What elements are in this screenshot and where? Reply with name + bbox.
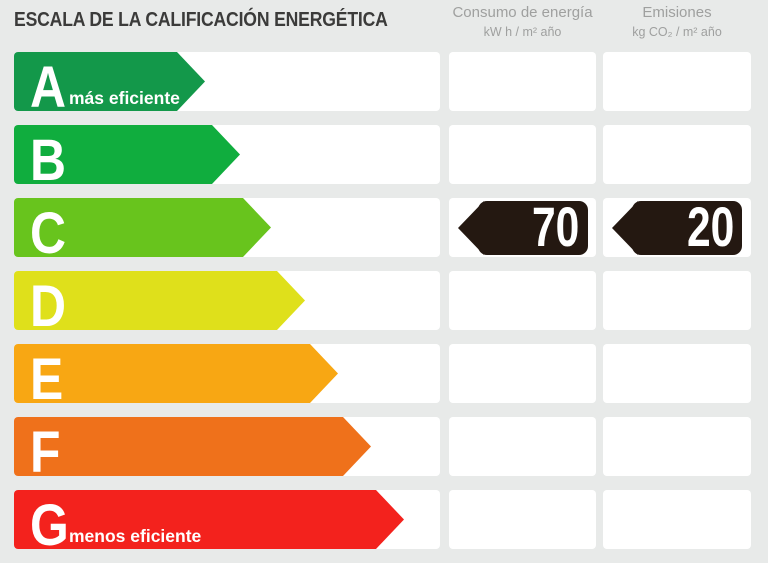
rating-row-a: A más eficiente [14, 52, 751, 111]
emissions-column-header: Emisiones kg CO₂ / m² año [603, 4, 751, 40]
rating-track-e: E [14, 344, 440, 403]
rating-letter-a: A [30, 55, 67, 111]
rating-track-a: A más eficiente [14, 52, 440, 111]
rating-bar-a-arrow: A más eficiente [14, 52, 205, 111]
consumption-cell-f [449, 417, 596, 476]
rating-row-g: G menos eficiente [14, 490, 751, 549]
rating-row-d: D [14, 271, 751, 330]
consumption-cell-g [449, 490, 596, 549]
consumption-cell-c: 70 [449, 198, 596, 257]
emissions-value-badge: 20 [612, 194, 742, 258]
emissions-cell-g [603, 490, 751, 549]
badge-body [632, 200, 742, 255]
rating-letter-e: E [30, 347, 64, 403]
emissions-cell-a [603, 52, 751, 111]
consumption-column-header: Consumo de energía kW h / m² año [449, 4, 596, 40]
rating-bar-e-arrow: E [14, 344, 338, 403]
most-efficient-label: más eficiente [69, 88, 180, 108]
consumption-value: 70 [532, 194, 580, 258]
consumption-cell-e [449, 344, 596, 403]
rating-row-c: C 70 20 [14, 198, 751, 257]
rating-letter-d: D [30, 274, 67, 330]
rating-bar-g-arrow: G menos eficiente [14, 490, 404, 549]
emissions-cell-e [603, 344, 751, 403]
consumption-column-unit: kW h / m² año [483, 25, 562, 39]
rating-track-f: F [14, 417, 440, 476]
rating-bar-c-arrow: C [14, 198, 271, 257]
rating-bar-f-arrow: F [14, 417, 371, 476]
badge-body [477, 200, 588, 255]
consumption-cell-d [449, 271, 596, 330]
page-title: ESCALA DE LA CALIFICACIÓN ENERGÉTICA [14, 9, 388, 31]
rating-track-c: C [14, 198, 440, 257]
emissions-cell-f [603, 417, 751, 476]
rating-letter-g: G [30, 493, 69, 549]
emissions-value: 20 [686, 194, 734, 258]
rating-row-f: F [14, 417, 751, 476]
rating-track-d: D [14, 271, 440, 330]
rating-scale: A más eficiente B C [14, 52, 751, 563]
emissions-column-label: Emisiones [642, 4, 712, 21]
rating-bar-b-arrow: B [14, 125, 240, 184]
rating-bar-d-arrow: D [14, 271, 305, 330]
consumption-cell-b [449, 125, 596, 184]
consumption-column-label: Consumo de energía [452, 4, 593, 21]
rating-row-e: E [14, 344, 751, 403]
rating-letter-c: C [30, 201, 67, 257]
emissions-cell-b [603, 125, 751, 184]
rating-letter-b: B [30, 128, 67, 184]
least-efficient-label: menos eficiente [69, 526, 202, 546]
rating-row-b: B [14, 125, 751, 184]
rating-track-g: G menos eficiente [14, 490, 440, 549]
emissions-column-unit: kg CO₂ / m² año [632, 25, 722, 39]
consumption-cell-a [449, 52, 596, 111]
consumption-value-badge: 70 [457, 194, 588, 258]
emissions-cell-d [603, 271, 751, 330]
emissions-cell-c: 20 [603, 198, 751, 257]
rating-track-b: B [14, 125, 440, 184]
rating-letter-f: F [30, 420, 61, 476]
